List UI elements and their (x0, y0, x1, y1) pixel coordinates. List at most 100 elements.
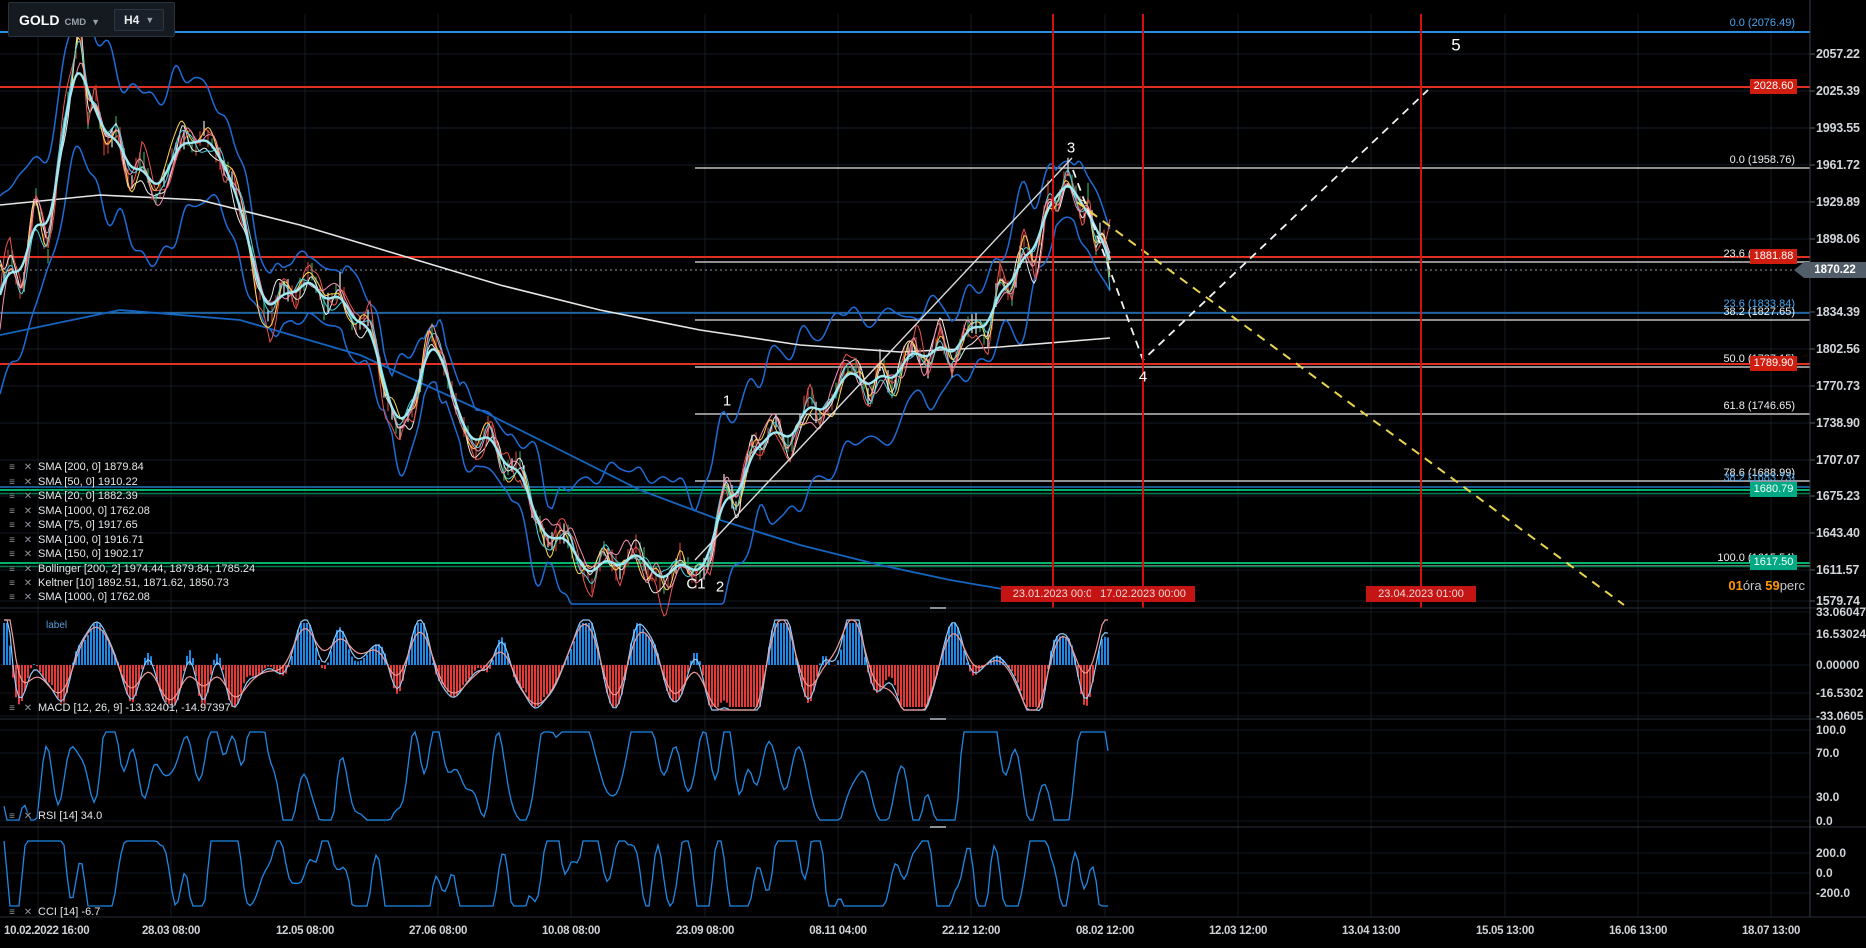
macd-axis-label: -16.5302 (1816, 686, 1864, 700)
indicator-settings-icon[interactable]: ≡ (9, 563, 15, 575)
price-axis[interactable] (1810, 0, 1866, 917)
indicator-remove-icon[interactable]: ✕ (23, 563, 33, 575)
wave-annotation: 5 (1451, 35, 1461, 55)
event-date-badge: 23.04.2023 01:00 (1366, 586, 1476, 602)
countdown-unit2: perc (1779, 578, 1805, 593)
macd-legend-row: ≡ ✕ MACD [12, 26, 9] -13.32401, -14.97397 (6, 703, 231, 714)
wave-annotation: 2 (715, 578, 725, 596)
indicator-settings-icon[interactable]: ≡ (9, 577, 15, 589)
macd-axis-label: 33.06047 (1816, 605, 1866, 619)
price-target-badge: 1680.79 (1750, 482, 1797, 497)
indicator-label: SMA [50, 0] 1910.22 (38, 476, 138, 488)
price-axis-label: 1929.89 (1816, 195, 1860, 209)
indicator-remove-icon[interactable]: ✕ (23, 591, 33, 603)
time-axis-label: 22.12 12:00 (941, 925, 1001, 937)
price-alert-badge: 2028.60 (1750, 79, 1797, 94)
fib-level-label: 78.6 (1688.99) (1723, 467, 1795, 479)
fib-level-label: 38.2 (1827.65) (1723, 306, 1795, 318)
indicator-remove-icon[interactable]: ✕ (23, 810, 33, 822)
indicator-settings-icon[interactable]: ≡ (9, 534, 15, 546)
indicator-settings-icon[interactable]: ≡ (9, 702, 15, 714)
price-axis-label: 1770.73 (1816, 379, 1860, 393)
countdown-num1: 01 (1728, 578, 1743, 593)
time-axis-label: 08.11 04:00 (809, 925, 867, 937)
cci-legend-row: ≡ ✕ CCI [14] -6.7 (6, 907, 100, 918)
rsi-legend-row: ≡ ✕ RSI [14] 34.0 (6, 811, 102, 822)
symbol-selector[interactable]: GOLD CMD ▼ (19, 12, 100, 28)
macd-note-label: label (46, 620, 68, 631)
time-axis-label: 10.08 08:00 (541, 925, 601, 937)
indicator-label: SMA [200, 0] 1879.84 (38, 461, 144, 473)
indicator-settings-icon[interactable]: ≡ (9, 591, 15, 603)
indicator-settings-icon[interactable]: ≡ (9, 906, 15, 918)
price-axis-label: 1707.07 (1816, 453, 1860, 467)
price-axis-label: 1611.57 (1816, 563, 1860, 577)
indicator-label: SMA [1000, 0] 1762.08 (38, 591, 150, 603)
time-axis-label: 18.07 13:00 (1741, 925, 1801, 937)
indicator-remove-icon[interactable]: ✕ (23, 702, 33, 714)
wave-annotation: C1 (686, 575, 706, 593)
indicator-remove-icon[interactable]: ✕ (23, 534, 33, 546)
wave-annotation: 1 (722, 392, 732, 410)
indicator-label: RSI [14] 34.0 (38, 810, 103, 822)
time-axis-label: 23.09 08:00 (675, 925, 735, 937)
indicator-settings-icon[interactable]: ≡ (9, 490, 15, 502)
price-axis-label: 1993.55 (1816, 121, 1860, 135)
price-alert-badge: 1881.88 (1750, 249, 1797, 264)
time-axis-label: 27.06 08:00 (408, 925, 468, 937)
indicator-row: ≡ ✕ Bollinger [200, 2] 1974.44, 1879.84, 1… (6, 564, 255, 575)
indicator-label: SMA [1000, 0] 1762.08 (38, 505, 150, 517)
rsi-axis-label: 100.0 (1816, 723, 1847, 737)
price-axis-label: 2025.39 (1816, 84, 1860, 98)
timeframe-label: H4 (124, 12, 140, 27)
indicator-remove-icon[interactable]: ✕ (23, 476, 33, 488)
indicator-remove-icon[interactable]: ✕ (23, 906, 33, 918)
indicator-row: ≡ ✕ SMA [150, 0] 1902.17 (6, 549, 144, 560)
indicator-remove-icon[interactable]: ✕ (23, 490, 33, 502)
macd-axis-label: 0.00000 (1816, 658, 1860, 672)
price-axis-label: 1579.74 (1816, 594, 1860, 608)
indicator-row: ≡ ✕ SMA [200, 0] 1879.84 (6, 462, 144, 473)
price-axis-label: 1961.72 (1816, 158, 1860, 172)
indicator-remove-icon[interactable]: ✕ (23, 577, 33, 589)
time-axis[interactable] (0, 917, 1866, 948)
indicator-label: SMA [75, 0] 1917.65 (38, 519, 138, 531)
indicator-settings-icon[interactable]: ≡ (9, 810, 15, 822)
indicator-label: SMA [150, 0] 1902.17 (38, 548, 144, 560)
indicator-settings-icon[interactable]: ≡ (9, 519, 15, 531)
indicator-row: ≡ ✕ SMA [75, 0] 1917.65 (6, 520, 138, 531)
indicator-settings-icon[interactable]: ≡ (9, 505, 15, 517)
price-axis-label: 1898.06 (1816, 232, 1860, 246)
fib-level-label: 0.0 (2076.49) (1729, 17, 1795, 29)
time-axis-label: 12.03 12:00 (1208, 925, 1268, 937)
cci-axis-label: -200.0 (1816, 886, 1851, 900)
chevron-down-icon: ▼ (145, 14, 155, 25)
timeframe-selector[interactable]: H4 ▼ (114, 8, 165, 31)
time-axis-label: 12.05 08:00 (275, 925, 335, 937)
indicator-settings-icon[interactable]: ≡ (9, 461, 15, 473)
indicator-remove-icon[interactable]: ✕ (23, 519, 33, 531)
fib-level-label: 0.0 (1958.76) (1729, 154, 1795, 166)
indicator-row: ≡ ✕ SMA [100, 0] 1916.71 (6, 535, 144, 546)
event-date-badge: 17.02.2023 00:00 (1091, 586, 1195, 602)
indicator-row: ≡ ✕ SMA [1000, 0] 1762.08 (6, 592, 150, 603)
indicator-row: ≡ ✕ SMA [1000, 0] 1762.08 (6, 506, 150, 517)
wave-annotation: 3 (1066, 139, 1076, 157)
indicator-remove-icon[interactable]: ✕ (23, 505, 33, 517)
indicator-remove-icon[interactable]: ✕ (23, 548, 33, 560)
price-axis-label: 2057.22 (1816, 47, 1860, 61)
countdown-unit1: óra (1742, 578, 1762, 593)
indicator-settings-icon[interactable]: ≡ (9, 548, 15, 560)
rsi-axis-label: 30.0 (1816, 790, 1840, 804)
macd-axis-label: -33.0605 (1816, 709, 1864, 723)
symbol-toolbar: GOLD CMD ▼ H4 ▼ (8, 2, 176, 37)
indicator-settings-icon[interactable]: ≡ (9, 476, 15, 488)
indicator-remove-icon[interactable]: ✕ (23, 461, 33, 473)
current-price-badge: 1870.22 (1794, 262, 1866, 278)
time-axis-label: 10.02.2022 16:00 (4, 925, 90, 937)
fib-level-label: 38.2 (1683.73) (1723, 472, 1795, 484)
symbol-label: GOLD (19, 11, 60, 28)
time-axis-label: 16.06 13:00 (1608, 925, 1668, 937)
